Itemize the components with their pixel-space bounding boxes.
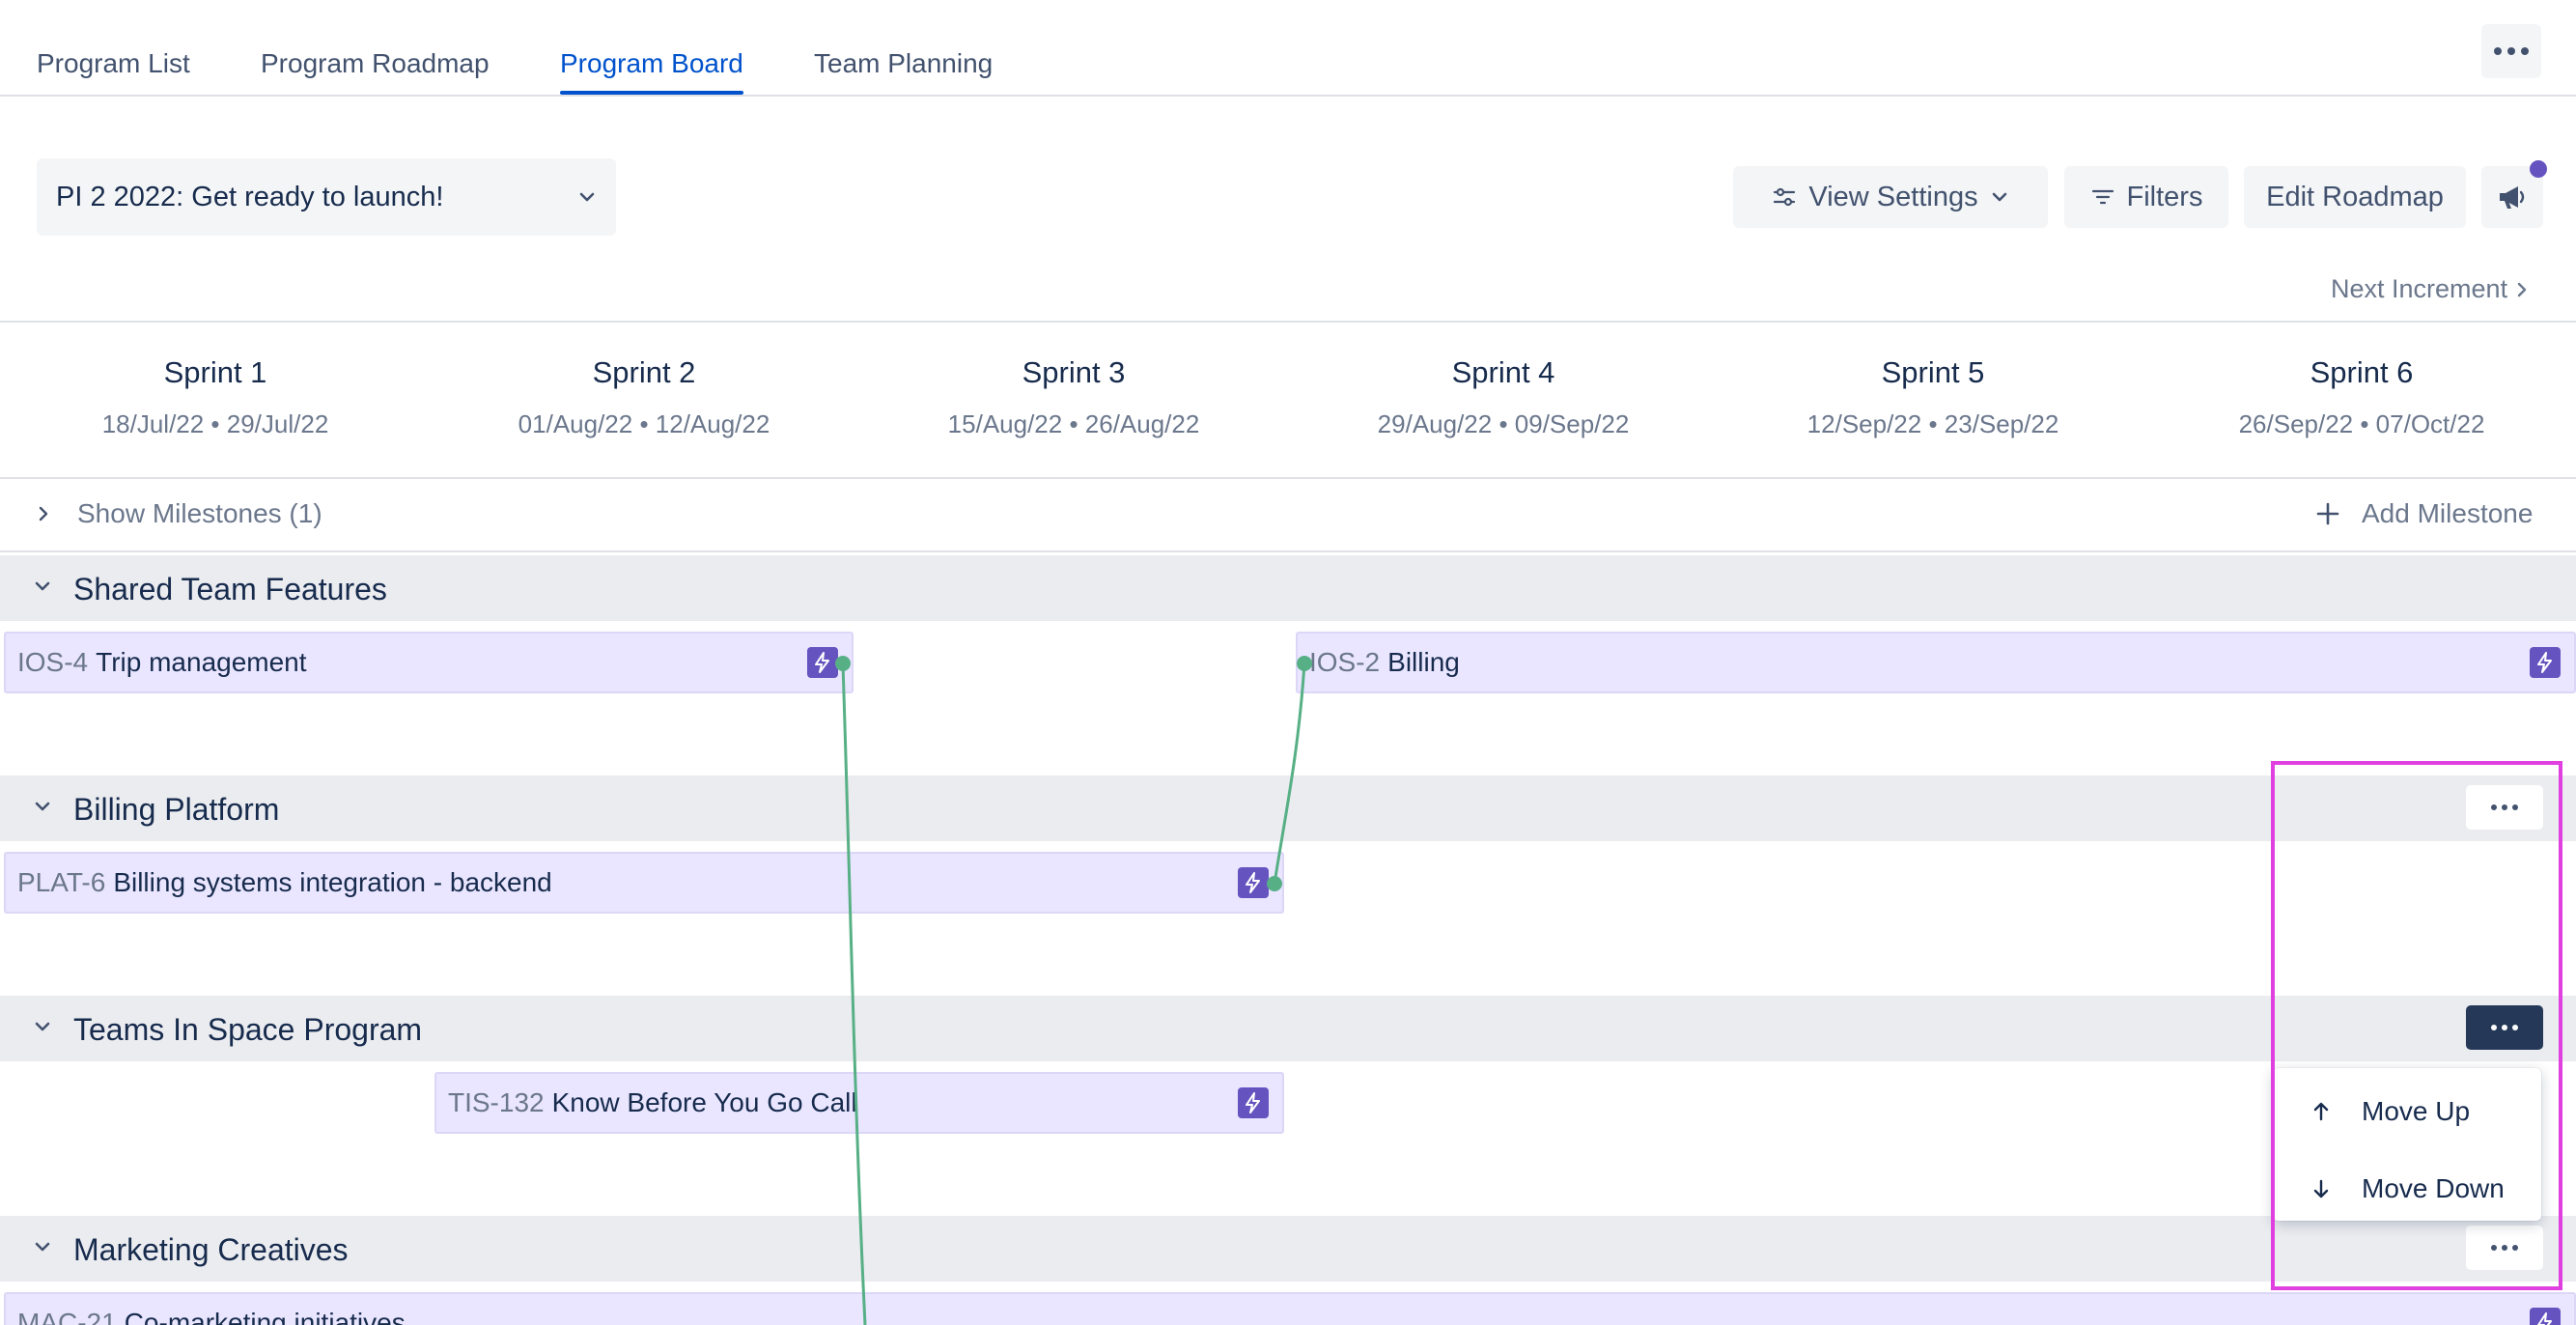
more-icon bbox=[2491, 1025, 2497, 1030]
arrow-down-icon bbox=[2313, 1179, 2329, 1198]
filters-button[interactable]: Filters bbox=[2064, 166, 2228, 228]
feature-title: Co-marketing initiatives bbox=[124, 1308, 406, 1325]
chevron-down-icon bbox=[579, 192, 595, 202]
team-row-menu: Move Up Move Down bbox=[2273, 1068, 2541, 1221]
feature-card[interactable]: IOS-2 Billing bbox=[1296, 632, 2576, 693]
sprint-dates: 01/Aug/22 • 12/Aug/22 bbox=[518, 409, 770, 438]
chevron-down-icon[interactable] bbox=[31, 1015, 54, 1038]
sprint-column-header: Sprint 4 29/Aug/22 • 09/Sep/22 bbox=[1288, 355, 1719, 439]
sprint-dates: 26/Sep/22 • 07/Oct/22 bbox=[2238, 409, 2485, 438]
chevron-down-icon bbox=[1992, 192, 2006, 202]
sprint-header: Sprint 1 18/Jul/22 • 29/Jul/22 Sprint 2 … bbox=[0, 321, 2576, 479]
team-row-more-button[interactable] bbox=[2466, 1226, 2543, 1270]
team-header-marketing-creatives: Marketing Creatives bbox=[0, 1216, 2576, 1282]
move-up-label: Move Up bbox=[2362, 1096, 2471, 1126]
team-name: Teams In Space Program bbox=[73, 1012, 423, 1047]
sprint-dates: 18/Jul/22 • 29/Jul/22 bbox=[101, 409, 329, 438]
tab-program-roadmap[interactable]: Program Roadmap bbox=[261, 48, 490, 78]
feature-type-icon bbox=[807, 647, 838, 678]
chevron-down-icon[interactable] bbox=[31, 1235, 54, 1258]
tab-program-board[interactable]: Program Board bbox=[560, 48, 743, 95]
feature-type-icon bbox=[1238, 867, 1269, 898]
team-row-more-button[interactable] bbox=[2466, 785, 2543, 830]
feature-card[interactable]: PLAT-6 Billing systems integration - bac… bbox=[4, 852, 1284, 914]
view-tabs: Program List Program Roadmap Program Boa… bbox=[0, 0, 2576, 97]
team-header-billing-platform: Billing Platform bbox=[0, 775, 2576, 841]
sprint-name: Sprint 1 bbox=[163, 355, 267, 389]
chevron-down-icon[interactable] bbox=[31, 795, 54, 818]
program-increment-select[interactable]: PI 2 2022: Get ready to launch! bbox=[37, 158, 616, 236]
settings-sliders-icon bbox=[1774, 187, 1796, 207]
sprint-name: Sprint 4 bbox=[1451, 355, 1555, 389]
view-settings-button[interactable]: View Settings bbox=[1733, 166, 2048, 228]
sprint-dates: 15/Aug/22 • 26/Aug/22 bbox=[947, 409, 1200, 438]
feature-card[interactable]: IOS-4 Trip management bbox=[4, 632, 854, 693]
feature-card[interactable]: MAC-21 Co-marketing initiatives bbox=[4, 1292, 2576, 1325]
milestones-row: Show Milestones (1) Add Milestone bbox=[0, 479, 2576, 552]
notification-badge bbox=[2530, 160, 2547, 178]
tab-team-planning[interactable]: Team Planning bbox=[814, 48, 994, 78]
team-name: Shared Team Features bbox=[73, 572, 387, 606]
feature-card[interactable]: TIS-132 Know Before You Go Call bbox=[434, 1072, 1284, 1134]
plus-icon bbox=[2316, 502, 2339, 525]
more-icon bbox=[2491, 804, 2497, 810]
chevron-right-icon bbox=[39, 506, 48, 522]
filters-label: Filters bbox=[2126, 181, 2203, 212]
add-milestone-button[interactable]: Add Milestone bbox=[2315, 498, 2533, 529]
feature-title: Know Before You Go Call bbox=[551, 1087, 857, 1117]
sprint-column-header: Sprint 6 26/Sep/22 • 07/Oct/22 bbox=[2146, 355, 2576, 439]
sprint-column-header: Sprint 3 15/Aug/22 • 26/Aug/22 bbox=[858, 355, 1289, 439]
move-down-menu-item[interactable]: Move Down bbox=[2273, 1155, 2541, 1223]
more-icon bbox=[2494, 47, 2502, 55]
arrow-up-icon bbox=[2313, 1102, 2329, 1121]
move-up-menu-item[interactable]: Move Up bbox=[2273, 1078, 2541, 1145]
team-header-shared-team-features: Shared Team Features bbox=[0, 555, 2576, 621]
add-milestone-label: Add Milestone bbox=[2362, 498, 2534, 528]
move-down-label: Move Down bbox=[2362, 1173, 2505, 1203]
sprint-dates: 12/Sep/22 • 23/Sep/22 bbox=[1806, 409, 2059, 438]
team-name: Marketing Creatives bbox=[73, 1232, 349, 1267]
sprint-name: Sprint 5 bbox=[1881, 355, 1985, 389]
program-increment-value: PI 2 2022: Get ready to launch! bbox=[56, 181, 444, 212]
sprint-name: Sprint 2 bbox=[592, 355, 696, 389]
sprint-column-header: Sprint 2 01/Aug/22 • 12/Aug/22 bbox=[429, 355, 859, 439]
dependency-line bbox=[1273, 662, 1306, 885]
edit-roadmap-button[interactable]: Edit Roadmap bbox=[2244, 166, 2466, 228]
show-milestones-toggle[interactable]: Show Milestones (1) bbox=[37, 498, 322, 529]
feature-key: TIS-132 bbox=[448, 1087, 545, 1117]
view-settings-label: View Settings bbox=[1808, 181, 1978, 212]
feature-key: MAC-21 bbox=[17, 1308, 117, 1325]
next-increment-label: Next Increment bbox=[2331, 274, 2508, 303]
feature-key: IOS-2 bbox=[1309, 647, 1381, 677]
chevron-right-icon bbox=[2517, 282, 2527, 296]
next-increment-link[interactable]: Next Increment bbox=[2331, 274, 2529, 304]
sprint-name: Sprint 6 bbox=[2310, 355, 2414, 389]
feature-title: Trip management bbox=[96, 647, 307, 677]
edit-roadmap-label: Edit Roadmap bbox=[2266, 181, 2444, 212]
sprint-dates: 29/Aug/22 • 09/Sep/22 bbox=[1377, 409, 1630, 438]
show-milestones-label: Show Milestones (1) bbox=[77, 498, 322, 528]
feature-type-icon bbox=[2530, 647, 2561, 678]
feature-type-icon bbox=[2530, 1308, 2561, 1325]
sprint-name: Sprint 3 bbox=[1022, 355, 1126, 389]
megaphone-icon bbox=[2500, 186, 2525, 209]
team-header-teams-in-space-program: Teams In Space Program bbox=[0, 996, 2576, 1061]
team-name: Billing Platform bbox=[73, 792, 280, 827]
feature-key: PLAT-6 bbox=[17, 867, 106, 897]
filter-icon bbox=[2091, 189, 2114, 205]
sprint-column-header: Sprint 1 18/Jul/22 • 29/Jul/22 bbox=[0, 355, 431, 439]
more-icon bbox=[2491, 1245, 2497, 1251]
tab-program-list[interactable]: Program List bbox=[37, 48, 190, 78]
feature-key: IOS-4 bbox=[17, 647, 89, 677]
sprint-column-header: Sprint 5 12/Sep/22 • 23/Sep/22 bbox=[1718, 355, 2148, 439]
chevron-down-icon[interactable] bbox=[31, 575, 54, 598]
feature-type-icon bbox=[1238, 1087, 1269, 1118]
more-actions-button[interactable] bbox=[2481, 24, 2541, 78]
team-row-more-button[interactable] bbox=[2466, 1005, 2543, 1050]
feature-title: Billing systems integration - backend bbox=[113, 867, 552, 897]
feature-title: Billing bbox=[1387, 647, 1460, 677]
